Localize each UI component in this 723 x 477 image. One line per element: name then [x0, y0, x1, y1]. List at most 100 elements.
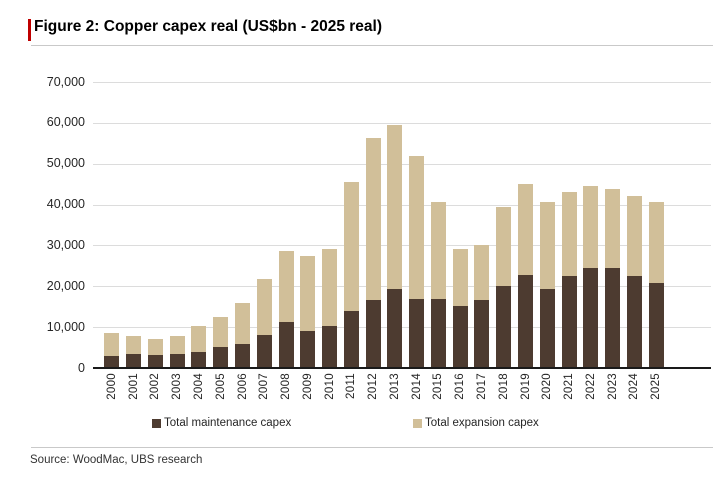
x-tick-label: 2024: [628, 373, 641, 400]
plot-area: 0 10,000 20,000 30,000 40,000 50,000 60,000 70,…: [47, 75, 711, 400]
bar-2015-maintenance: [430, 299, 446, 368]
bar-2006-maintenance: [235, 343, 250, 368]
y-tick-label: 40,000: [46, 197, 85, 212]
bar-2011-expansion: [343, 181, 359, 311]
legend-item-maintenance: Total maintenance capex: [152, 417, 291, 429]
x-tick-label: 2003: [171, 373, 184, 400]
bar-2019-expansion: [518, 184, 533, 276]
x-tick-label: 2025: [650, 373, 663, 400]
bar-2022-maintenance: [583, 267, 599, 368]
legend-swatch-maintenance-icon: [152, 418, 161, 428]
x-tick-label: 2017: [475, 373, 488, 400]
bar-2000-expansion: [104, 332, 120, 356]
bar-2016-expansion: [452, 248, 468, 306]
bar-2020-expansion: [539, 202, 555, 290]
x-tick-label: 2002: [149, 373, 162, 400]
chart-legend: Total maintenance capex Total expansion …: [0, 417, 723, 433]
bar-2009-maintenance: [300, 331, 316, 368]
bar-2005-maintenance: [213, 347, 229, 368]
bar-2025-maintenance: [648, 282, 664, 368]
bar-2005-expansion: [213, 317, 229, 348]
x-tick-label: 2005: [214, 373, 227, 400]
x-tick-label: 2004: [192, 373, 205, 400]
x-tick-label: 2016: [454, 373, 467, 400]
bar-2008-expansion: [278, 250, 294, 322]
bar-2016-maintenance: [452, 305, 468, 368]
y-tick-label: 70,000: [46, 74, 85, 89]
x-tick-label: 2001: [127, 373, 140, 400]
bar-2014-expansion: [409, 156, 425, 300]
y-tick-label: 30,000: [46, 237, 85, 252]
x-tick-label: 2008: [280, 373, 293, 400]
y-tick-label: 10,000: [46, 319, 85, 334]
y-tick-label: 60,000: [46, 115, 85, 130]
bar-2002-maintenance: [147, 354, 163, 368]
bar-2019-maintenance: [518, 275, 533, 368]
bar-2007-maintenance: [256, 335, 272, 368]
y-tick-label: 50,000: [46, 156, 85, 171]
x-tick-label: 2015: [432, 373, 445, 400]
x-tick-label: 2021: [563, 373, 576, 400]
bar-2024-expansion: [626, 196, 642, 276]
legend-label-maintenance: Total maintenance capex: [164, 417, 292, 429]
gridline: [93, 122, 711, 124]
bar-2000-maintenance: [104, 355, 120, 368]
x-tick-label: 2022: [584, 373, 597, 400]
bar-2001-expansion: [126, 335, 142, 355]
bar-2002-expansion: [147, 339, 163, 355]
legend-swatch-expansion-icon: [413, 418, 422, 428]
x-tick-label: 2018: [497, 373, 510, 400]
title-divider: [31, 45, 713, 46]
bar-2010-expansion: [322, 248, 338, 326]
bar-2007-expansion: [256, 278, 272, 336]
bar-2023-expansion: [605, 189, 621, 268]
source-text: Source: WoodMac, UBS research: [30, 454, 203, 466]
bar-2017-expansion: [474, 244, 490, 300]
bar-2008-maintenance: [278, 321, 294, 368]
bar-2014-maintenance: [409, 299, 425, 368]
x-tick-label: 2012: [367, 373, 380, 400]
bar-2018-maintenance: [496, 286, 512, 368]
bar-2011-maintenance: [343, 310, 359, 368]
y-tick-label: 0: [78, 360, 85, 375]
source-divider: [31, 447, 713, 448]
gridline: [93, 82, 711, 83]
bar-2013-expansion: [387, 124, 403, 289]
bar-2001-maintenance: [126, 354, 142, 368]
bar-2025-expansion: [648, 202, 664, 283]
bar-2018-expansion: [496, 207, 512, 287]
bar-2015-expansion: [430, 202, 446, 300]
x-tick-label: 2000: [105, 373, 118, 400]
legend-label-expansion: Total expansion capex: [425, 417, 539, 429]
bar-2004-maintenance: [191, 351, 207, 368]
x-tick-label: 2023: [606, 373, 619, 400]
bar-2003-maintenance: [169, 354, 185, 368]
x-tick-label: 2006: [236, 373, 249, 400]
bar-2010-maintenance: [322, 325, 338, 368]
bar-2024-maintenance: [626, 275, 642, 368]
bar-2017-maintenance: [474, 299, 490, 368]
x-tick-label: 2011: [345, 373, 358, 399]
bar-2021-expansion: [561, 191, 577, 277]
x-tick-label: 2019: [519, 373, 532, 400]
legend-item-expansion: Total expansion capex: [413, 417, 539, 429]
x-tick-label: 2020: [541, 373, 554, 400]
x-tick-label: 2014: [410, 373, 423, 400]
title-accent-bar: [28, 19, 31, 41]
bar-2023-maintenance: [605, 267, 621, 368]
bar-2012-maintenance: [365, 300, 381, 368]
bar-2006-expansion: [235, 303, 250, 344]
x-tick-label: 2009: [301, 373, 314, 400]
bar-2022-expansion: [583, 186, 599, 268]
bar-2020-maintenance: [539, 289, 555, 368]
x-tick-label: 2007: [258, 373, 271, 400]
bar-2013-maintenance: [387, 288, 403, 368]
x-axis-line: [93, 367, 711, 369]
y-tick-label: 20,000: [46, 278, 85, 293]
x-tick-label: 2010: [323, 373, 336, 400]
bar-2021-maintenance: [561, 276, 577, 368]
x-tick-label: 2013: [388, 373, 401, 400]
figure-title: Figure 2: Copper capex real (US$bn - 202…: [34, 18, 383, 35]
bar-2004-expansion: [191, 325, 207, 352]
